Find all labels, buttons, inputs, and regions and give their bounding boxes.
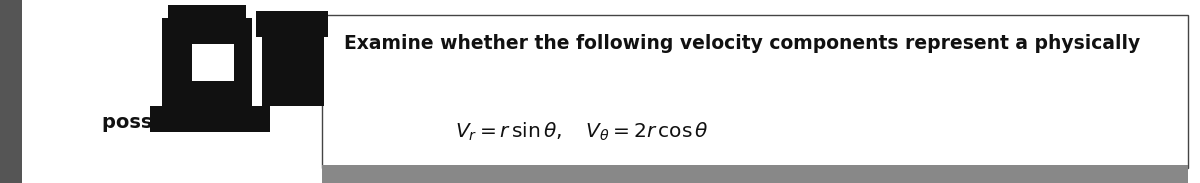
- Bar: [262, 22, 324, 106]
- Bar: [322, 165, 1188, 183]
- FancyBboxPatch shape: [322, 15, 1188, 168]
- Text: Examine whether the following velocity components represent a physically: Examine whether the following velocity c…: [344, 34, 1141, 53]
- Bar: [168, 5, 246, 27]
- Text: $V_r = r\,\sin\theta, \quad V_\theta = 2r\,\cos\theta$: $V_r = r\,\sin\theta, \quad V_\theta = 2…: [455, 121, 709, 143]
- Bar: [150, 106, 270, 132]
- Text: possible flow ?: possible flow ?: [102, 113, 264, 132]
- Bar: [162, 18, 252, 113]
- Bar: [256, 11, 328, 37]
- Bar: [0, 0, 22, 183]
- Bar: [192, 44, 234, 81]
